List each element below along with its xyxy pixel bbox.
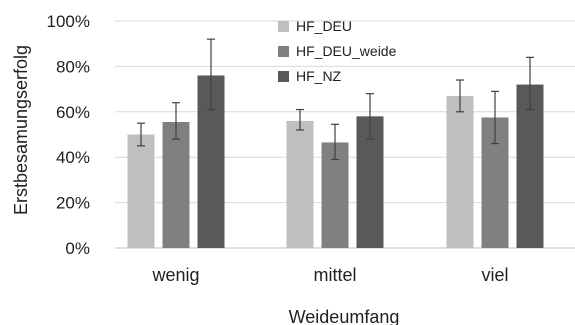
- legend-label: HF_DEU: [296, 18, 352, 34]
- bar: [162, 122, 190, 248]
- x-tick-label: wenig: [151, 265, 199, 285]
- error-bars: [137, 38, 534, 161]
- y-tick-label: 100%: [47, 12, 90, 31]
- x-axis-categories: wenig mittel viel: [151, 265, 508, 285]
- x-tick-label: mittel: [313, 265, 356, 285]
- legend-label: HF_NZ: [296, 68, 342, 84]
- y-tick-label: 80%: [56, 57, 90, 76]
- y-axis-ticks: 0% 20% 40% 60% 80% 100%: [47, 12, 90, 258]
- y-axis-title: Erstbesamungserfolg: [11, 45, 31, 215]
- legend-swatch: [278, 46, 289, 57]
- y-tick-label: 60%: [56, 103, 90, 122]
- x-axis-title: Weideumfang: [289, 307, 400, 325]
- y-tick-label: 20%: [56, 194, 90, 213]
- legend: HF_DEU HF_DEU_weide HF_NZ: [278, 18, 397, 84]
- y-tick-label: 40%: [56, 148, 90, 167]
- bars: [127, 75, 544, 248]
- x-tick-label: viel: [481, 265, 508, 285]
- bar: [286, 120, 314, 248]
- legend-swatch: [278, 21, 289, 32]
- legend-label: HF_DEU_weide: [296, 43, 397, 59]
- bar: [446, 95, 474, 248]
- bar: [127, 134, 155, 248]
- y-tick-label: 0%: [65, 239, 90, 258]
- bar: [516, 84, 544, 248]
- legend-swatch: [278, 71, 289, 82]
